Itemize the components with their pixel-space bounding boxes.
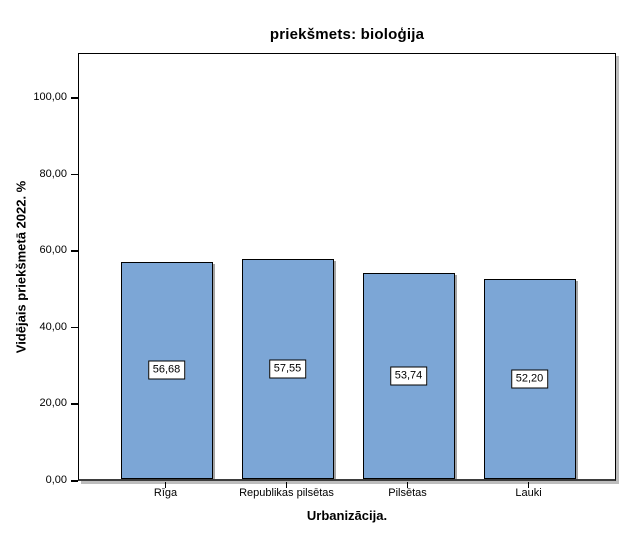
bar-value-label-0: 56,68 <box>147 360 186 380</box>
y-tick-label-4: 80,00 <box>39 167 67 180</box>
y-tick-mark-5 <box>71 97 78 99</box>
plot-inner: 56,68 57,55 53,74 52,20 <box>79 54 615 479</box>
x-category-label-0: Rīga <box>153 487 178 499</box>
y-tick-label-3: 60,00 <box>39 244 67 257</box>
y-tick-mark-3 <box>71 250 78 252</box>
x-category-label-3: Lauki <box>515 487 542 499</box>
y-tick-mark-2 <box>71 326 78 329</box>
bar-value-label-1: 57,55 <box>268 359 307 379</box>
bar-value-label-3: 52,20 <box>510 369 549 389</box>
x-tick-mark-2 <box>406 482 409 488</box>
bar-value-label-2: 53,74 <box>389 366 428 386</box>
x-category-label-2: Pilsētas <box>388 487 427 499</box>
chart-title: priekšmets: bioloģija <box>269 26 425 43</box>
plot-area: 56,68 57,55 53,74 52,20 <box>78 53 616 481</box>
y-tick-mark-0 <box>71 480 78 482</box>
y-tick-label-5: 100,00 <box>33 91 67 103</box>
x-tick-mark-3 <box>527 482 530 488</box>
y-tick-mark-4 <box>71 173 78 176</box>
x-axis-title: Urbanizācija. <box>306 508 388 523</box>
x-tick-mark-1 <box>285 482 288 488</box>
x-category-label-1: Republikas pilsētas <box>239 487 334 499</box>
y-tick-label-2: 40,00 <box>39 320 67 333</box>
y-tick-label-0: 0,00 <box>45 474 67 486</box>
y-tick-label-1: 20,00 <box>39 397 67 410</box>
y-tick-mark-1 <box>71 403 78 405</box>
x-tick-mark-0 <box>164 482 167 488</box>
